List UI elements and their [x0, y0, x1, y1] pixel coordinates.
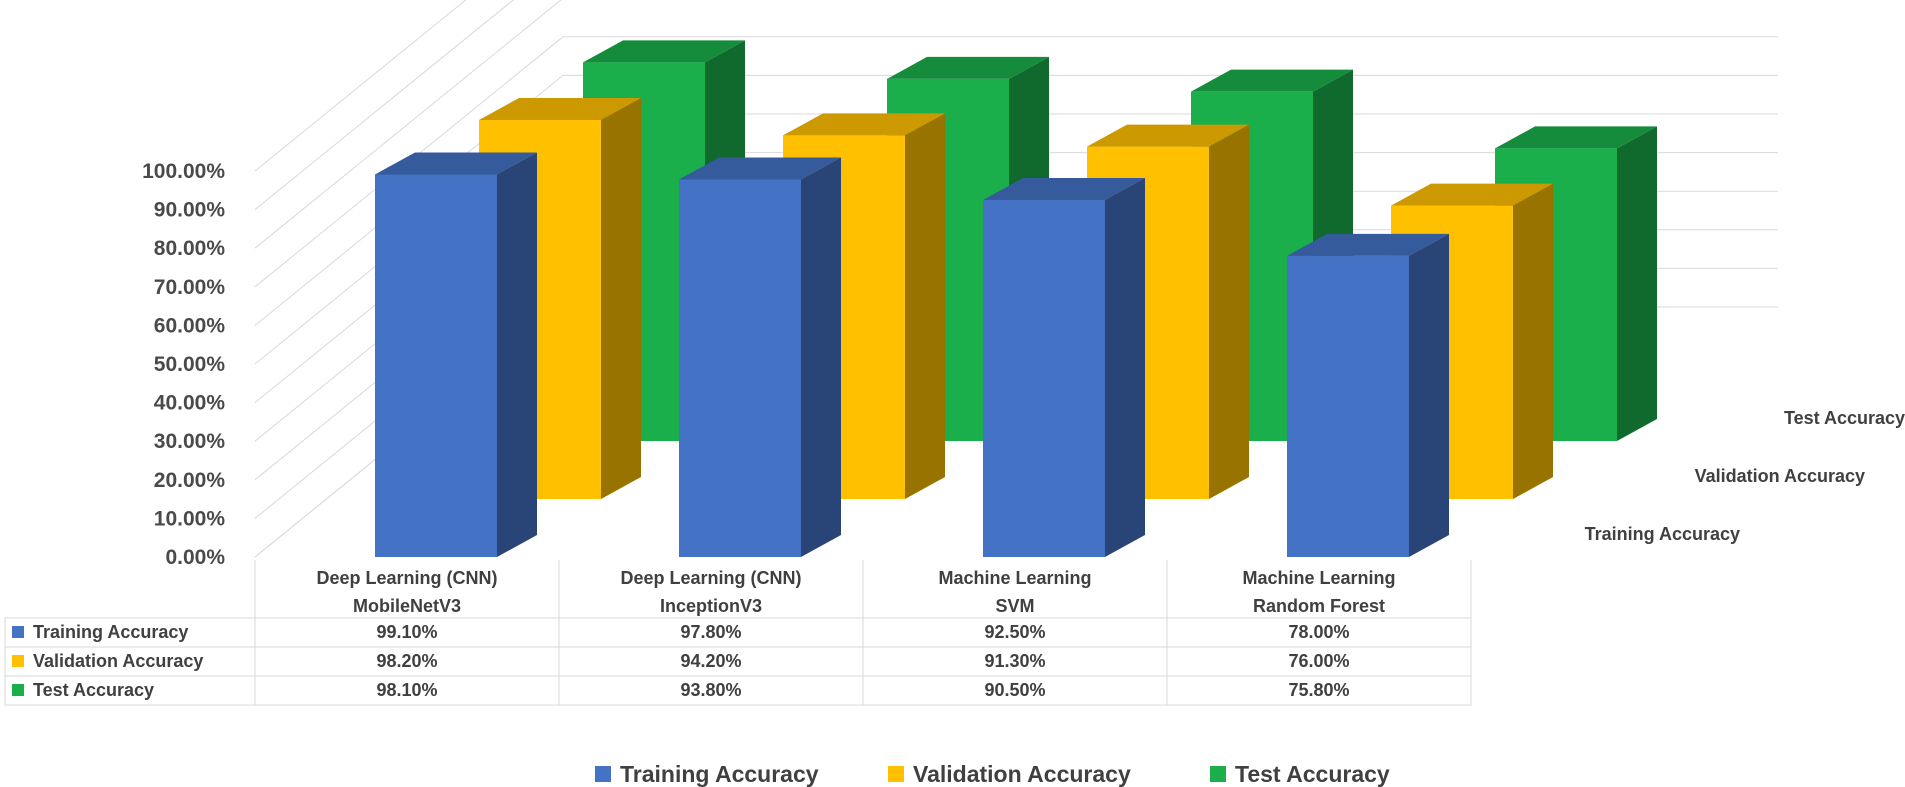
y-tick-label: 90.00% — [154, 199, 226, 222]
category-label: SVM — [995, 596, 1034, 616]
table-cell: 91.30% — [984, 651, 1045, 671]
bar-training-accuracy-2-top — [679, 157, 841, 180]
y-tick-label: 60.00% — [154, 314, 226, 337]
data-table: Deep Learning (CNN) MobileNetV3 Deep Learn… — [4, 560, 1472, 706]
depth-label-validation-accuracy: Validation Accuracy — [1695, 466, 1865, 486]
legend-label-validation-accuracy: Validation Accuracy — [913, 761, 1131, 787]
table-cell: 92.50% — [984, 622, 1045, 642]
y-tick-label: 80.00% — [154, 237, 226, 260]
bar-test-accuracy-1-top — [583, 40, 745, 63]
table-cell: 98.20% — [376, 651, 437, 671]
category-label: Machine Learning — [938, 568, 1091, 588]
table-row-label: Test Accuracy — [33, 680, 154, 700]
table-cell: 90.50% — [984, 680, 1045, 700]
table-cell: 78.00% — [1288, 622, 1349, 642]
y-tick-label: 0.00% — [165, 546, 225, 569]
gridline-side — [254, 0, 467, 172]
legend-swatch-training-accuracy — [595, 766, 611, 782]
gridline-side — [254, 0, 515, 210]
bar-training-accuracy-2-front — [679, 179, 801, 557]
bar-validation-accuracy-4-side — [1513, 183, 1553, 499]
bar-validation-accuracy-4-top — [1391, 183, 1553, 206]
bar-training-accuracy-2 — [679, 157, 841, 557]
category-label: Deep Learning (CNN) — [620, 568, 801, 588]
table-cell: 76.00% — [1288, 651, 1349, 671]
legend-label-training-accuracy: Training Accuracy — [620, 761, 819, 787]
category-label: Deep Learning (CNN) — [316, 568, 497, 588]
bar-training-accuracy-4 — [1287, 233, 1449, 558]
depth-label-training-accuracy: Training Accuracy — [1585, 524, 1740, 544]
y-tick-label: 30.00% — [154, 430, 226, 453]
bar-test-accuracy-2-top — [887, 56, 1049, 79]
table-cell: 75.80% — [1288, 680, 1349, 700]
bar-training-accuracy-4-front — [1287, 255, 1409, 558]
bars — [375, 40, 1657, 558]
table-cell: 93.80% — [680, 680, 741, 700]
table-row-label: Validation Accuracy — [33, 651, 203, 671]
category-label: Random Forest — [1253, 596, 1385, 616]
bar-training-accuracy-3-side — [1105, 177, 1145, 557]
table-key-validation-accuracy — [12, 655, 24, 667]
bar-validation-accuracy-2-top — [783, 113, 945, 136]
bar-validation-accuracy-1-top — [479, 97, 641, 120]
bar-validation-accuracy-3-top — [1087, 124, 1249, 147]
table-row-label: Training Accuracy — [33, 622, 188, 642]
depth-label-test-accuracy: Test Accuracy — [1784, 408, 1905, 428]
y-tick-label: 10.00% — [154, 507, 226, 530]
y-tick-label: 70.00% — [154, 276, 226, 299]
bar-training-accuracy-1 — [375, 152, 537, 557]
legend-swatch-validation-accuracy — [888, 766, 904, 782]
table-key-training-accuracy — [12, 626, 24, 638]
bar-training-accuracy-4-side — [1409, 233, 1449, 558]
table-cell: 94.20% — [680, 651, 741, 671]
bar-training-accuracy-1-side — [497, 152, 537, 557]
category-label: MobileNetV3 — [353, 596, 461, 616]
y-axis-ticks: 0.00% 10.00% 20.00% 30.00% 40.00% 50.00% 60.00… — [142, 160, 225, 569]
table-cell: 99.10% — [376, 622, 437, 642]
table-cell: 97.80% — [680, 622, 741, 642]
category-label: InceptionV3 — [660, 596, 762, 616]
bar-training-accuracy-1-top — [375, 152, 537, 175]
table-cell: 98.10% — [376, 680, 437, 700]
bar-training-accuracy-3 — [983, 177, 1145, 557]
depth-axis-labels: Training Accuracy Validation Accuracy Test… — [1585, 408, 1905, 544]
bar-training-accuracy-3-top — [983, 177, 1145, 200]
bar-validation-accuracy-3-side — [1209, 124, 1249, 499]
y-tick-label: 50.00% — [154, 353, 226, 376]
legend-swatch-test-accuracy — [1210, 766, 1226, 782]
bar-training-accuracy-4-top — [1287, 233, 1449, 256]
bar-training-accuracy-3-front — [983, 199, 1105, 557]
table-key-test-accuracy — [12, 684, 24, 696]
category-label: Machine Learning — [1242, 568, 1395, 588]
bar-test-accuracy-3-top — [1191, 69, 1353, 92]
y-tick-label: 20.00% — [154, 469, 226, 492]
bar-validation-accuracy-1-side — [601, 97, 641, 499]
y-tick-label: 40.00% — [154, 392, 226, 415]
y-tick-label: 100.00% — [142, 160, 225, 183]
legend-label-test-accuracy: Test Accuracy — [1235, 761, 1390, 787]
bar-test-accuracy-4-side — [1617, 126, 1657, 442]
bar-test-accuracy-4-top — [1495, 126, 1657, 149]
gridline-side — [254, 0, 562, 249]
legend: Training Accuracy Validation Accuracy Test… — [595, 761, 1390, 787]
bar-training-accuracy-2-side — [801, 157, 841, 557]
bar-training-accuracy-1-front — [375, 174, 497, 557]
bar-validation-accuracy-2-side — [905, 113, 945, 499]
